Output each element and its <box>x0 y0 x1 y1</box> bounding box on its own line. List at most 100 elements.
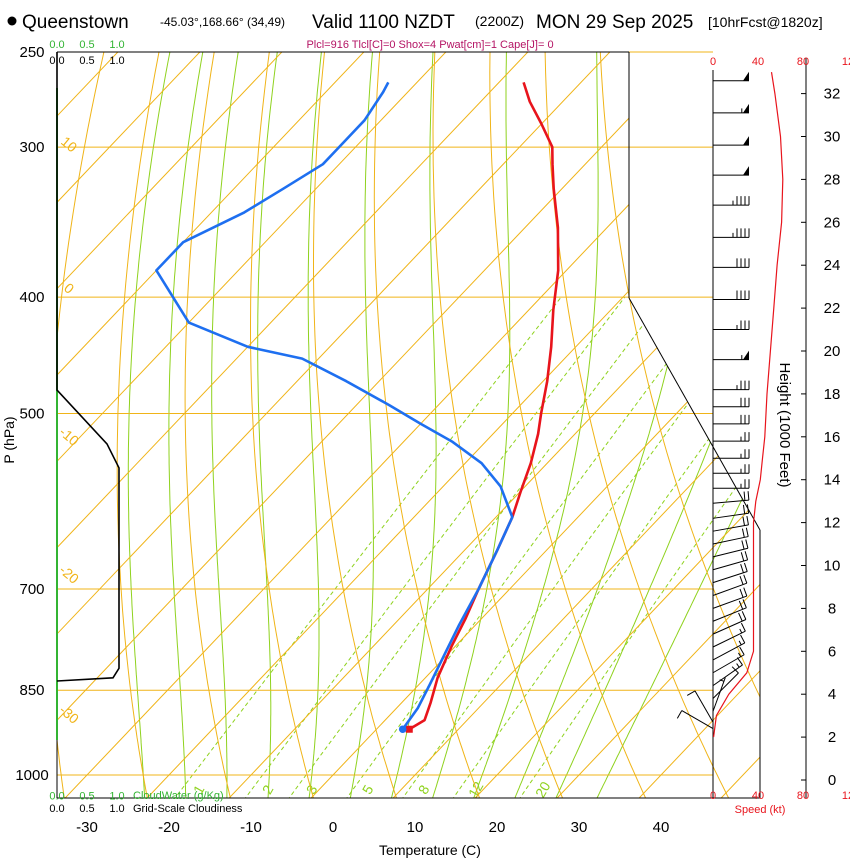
moist-adiabat <box>168 52 227 798</box>
wind-barb-staff <box>712 559 748 571</box>
moist-adiabat <box>390 52 443 798</box>
wind-barb-flag <box>743 562 748 572</box>
moist-adiabat <box>127 52 196 798</box>
mixing-ratio-label: 2 <box>259 782 277 797</box>
wind-barb-flag <box>741 528 745 538</box>
isotherm-label: 0 <box>628 190 645 207</box>
height-tick-12: 12 <box>824 515 841 532</box>
wind-barb-flag <box>742 516 746 526</box>
dry-adiabat <box>57 52 134 798</box>
station-marker-icon <box>7 16 17 26</box>
wind-barb-pennant <box>743 166 749 176</box>
isotherm-line <box>57 52 229 798</box>
height-tick-24: 24 <box>824 257 841 274</box>
wind-barb-flag <box>746 504 750 514</box>
mixing-ratio-line <box>344 296 717 798</box>
plot-slant-border <box>628 297 761 531</box>
mixing-ratio-label: 8 <box>415 782 433 797</box>
wind-barb-pennant <box>743 103 749 113</box>
height-tick-4: 4 <box>828 686 836 703</box>
dry-adiabat-label: -30 <box>56 702 82 727</box>
wind-barb-flag <box>740 622 746 632</box>
wind-barb-half-flag <box>719 679 725 682</box>
height-tick-0: 0 <box>828 772 836 789</box>
cloudiness-top-tick: 1.0 <box>109 55 124 67</box>
pressure-tick-850: 850 <box>19 682 44 699</box>
mixing-ratio-line <box>172 296 562 798</box>
wind-barb-staff <box>712 512 749 519</box>
isotherm-line <box>57 52 393 798</box>
wind-barb-flag <box>742 504 746 514</box>
valid-date: MON 29 Sep 2025 <box>536 12 693 33</box>
isotherm-line <box>472 52 760 798</box>
speed-trace <box>713 72 784 738</box>
isotherm-label: 10 <box>647 307 669 329</box>
mixing-ratio-line <box>243 296 626 798</box>
wind-barb-flag <box>745 539 749 549</box>
isotherm-line <box>57 52 475 798</box>
temperature-line <box>408 82 560 731</box>
station-name: Queenstown <box>22 12 129 33</box>
mixing-ratio-label: 3 <box>303 782 321 797</box>
isotherm-line <box>62 52 760 798</box>
moist-adiabat <box>595 52 760 798</box>
speed-bottom-tick-40: 40 <box>752 790 764 802</box>
cloudiness-bottom-tick: 1.0 <box>109 803 124 815</box>
temperature-tick-10: 10 <box>407 819 424 836</box>
isotherm-line <box>57 52 311 798</box>
wind-barb-flag <box>739 646 745 655</box>
moist-adiabat <box>431 52 513 798</box>
pressure-axis: 250 300 400 500 700 850 1000 <box>15 44 48 784</box>
isotherm-line <box>57 52 721 798</box>
wind-barb-pennant <box>743 350 749 360</box>
mixing-ratio-label: 20 <box>532 779 554 801</box>
wind-barb-flag <box>744 551 749 561</box>
dry-adiabat <box>250 52 315 798</box>
forecast-info: [10hrFcst@1820z] <box>708 14 823 30</box>
cloudwater-top-tick: 0.5 <box>79 39 94 51</box>
wind-barb-flag <box>739 575 744 585</box>
moist-adiabat <box>211 52 260 798</box>
dry-adiabat <box>597 52 760 798</box>
speed-top-tick-12: 12 <box>842 56 850 68</box>
height-tick-10: 10 <box>824 558 841 575</box>
cloudiness-top-tick: 0.0 <box>49 55 64 67</box>
height-tick-26: 26 <box>824 214 841 231</box>
pressure-tick-700: 700 <box>19 581 44 598</box>
dry-adiabat <box>313 52 398 798</box>
cloudiness-trace <box>56 52 120 682</box>
wind-barb-flag <box>738 612 743 622</box>
height-tick-6: 6 <box>828 643 836 660</box>
wind-barb-flag <box>742 599 747 608</box>
wind-barb-staff <box>694 690 714 723</box>
wind-barb-flag <box>743 491 746 501</box>
height-axis-label: Height (1000 Feet) <box>776 362 793 487</box>
height-tick-2: 2 <box>828 729 836 746</box>
sounding-indices: Plcl=916 Tlcl[C]=0 Shox=4 Pwat[cm]=1 Cap… <box>306 39 553 51</box>
dry-adiabat <box>116 52 185 798</box>
dry-adiabat <box>432 52 565 798</box>
isotherm-line <box>554 52 760 798</box>
dry-adiabat <box>184 52 237 798</box>
valid-time: Valid 1100 NZDT <box>312 12 455 33</box>
wind-barb-flag <box>736 657 743 666</box>
speed-axis: 00404080801212Speed (kt) <box>710 56 850 816</box>
wind-barb-flag <box>739 588 744 598</box>
height-tick-18: 18 <box>824 386 841 403</box>
pressure-tick-500: 500 <box>19 406 44 423</box>
mixing-ratio-label: 5 <box>359 782 377 797</box>
wind-barb-flag <box>743 574 748 584</box>
temperature-tick-40: 40 <box>653 819 670 836</box>
isobars <box>57 51 713 776</box>
cloud-axis: 0.00.00.50.51.01.00.00.00.50.51.01.0Clou… <box>49 39 243 815</box>
wind-barb-staff <box>712 524 749 532</box>
x-axis-label: Temperature (C) <box>379 842 481 858</box>
height-tick-28: 28 <box>824 171 841 188</box>
wind-barb-flag <box>745 527 749 537</box>
dewpoint-surface-marker <box>398 725 407 734</box>
dry-adiabat-label: -20 <box>56 562 82 587</box>
moist-adiabat <box>257 52 297 798</box>
isotherm-line <box>57 52 639 798</box>
wind-barb-flag <box>686 690 696 696</box>
dry-adiabat <box>649 52 760 798</box>
